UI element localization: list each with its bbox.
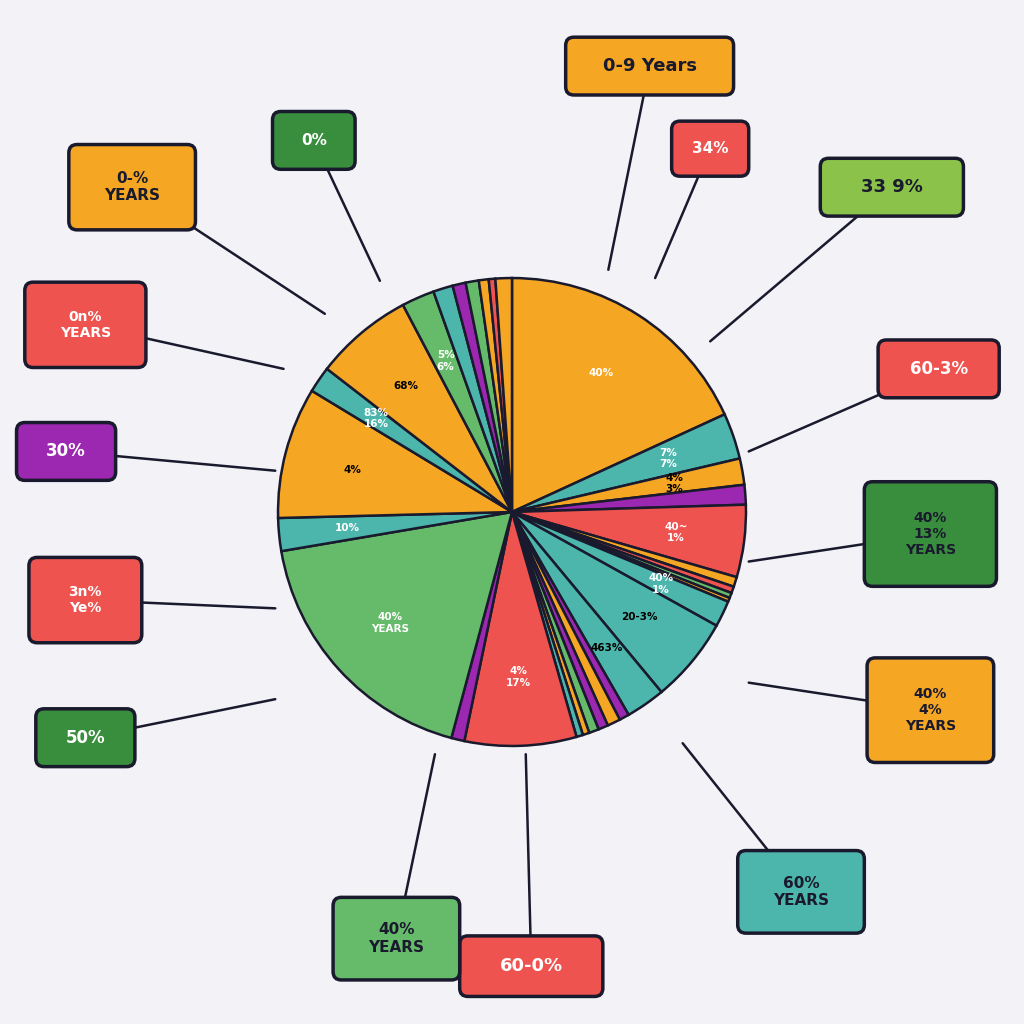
Wedge shape (512, 512, 589, 735)
Wedge shape (512, 512, 620, 725)
FancyBboxPatch shape (879, 340, 999, 397)
FancyBboxPatch shape (867, 657, 993, 763)
Wedge shape (512, 512, 717, 692)
FancyBboxPatch shape (29, 557, 141, 643)
Wedge shape (464, 512, 577, 745)
Wedge shape (512, 512, 629, 720)
Wedge shape (512, 279, 725, 512)
Text: 83%
16%: 83% 16% (364, 408, 388, 429)
Text: 40%: 40% (589, 368, 613, 378)
Wedge shape (282, 512, 512, 738)
Text: 30%: 30% (46, 442, 86, 461)
Text: 40%
YEARS: 40% YEARS (369, 923, 424, 954)
Wedge shape (512, 512, 734, 593)
FancyBboxPatch shape (16, 423, 116, 480)
FancyBboxPatch shape (864, 481, 996, 587)
Wedge shape (512, 484, 745, 512)
Wedge shape (512, 512, 731, 598)
Text: 20-3%: 20-3% (621, 612, 657, 623)
Text: 5%
6%: 5% 6% (437, 350, 455, 372)
Wedge shape (453, 283, 512, 512)
Text: 40%
13%
YEARS: 40% 13% YEARS (905, 511, 956, 557)
FancyBboxPatch shape (737, 851, 864, 933)
Wedge shape (512, 512, 662, 715)
Wedge shape (466, 281, 512, 512)
Text: 4%: 4% (343, 465, 361, 475)
Text: 0n%
YEARS: 0n% YEARS (59, 309, 111, 340)
FancyBboxPatch shape (25, 283, 145, 368)
Wedge shape (512, 512, 599, 733)
Wedge shape (512, 512, 583, 737)
FancyBboxPatch shape (333, 897, 460, 980)
Text: 60%
YEARS: 60% YEARS (773, 876, 829, 908)
Wedge shape (433, 286, 512, 512)
FancyBboxPatch shape (672, 121, 749, 176)
Wedge shape (512, 512, 728, 626)
FancyBboxPatch shape (460, 936, 603, 996)
Wedge shape (512, 512, 729, 602)
Wedge shape (512, 459, 744, 512)
Text: 40~
1%: 40~ 1% (665, 522, 687, 544)
Text: 3n%
Ye%: 3n% Ye% (69, 585, 102, 615)
Text: 68%: 68% (393, 381, 418, 390)
Text: 60-3%: 60-3% (909, 359, 968, 378)
Wedge shape (327, 305, 512, 512)
Wedge shape (488, 279, 512, 512)
Wedge shape (403, 292, 512, 512)
FancyBboxPatch shape (272, 112, 355, 169)
Text: 4%
17%: 4% 17% (506, 667, 530, 688)
Text: 34%: 34% (692, 141, 728, 157)
Text: 33 9%: 33 9% (861, 178, 923, 197)
Text: 10%: 10% (335, 523, 360, 532)
Text: 40%
4%
YEARS: 40% 4% YEARS (905, 687, 956, 733)
Text: 60-0%: 60-0% (500, 957, 563, 975)
Wedge shape (452, 512, 512, 741)
Text: 0%: 0% (301, 133, 327, 147)
Wedge shape (479, 280, 512, 512)
Text: 463%: 463% (590, 643, 623, 652)
Wedge shape (279, 391, 512, 518)
Text: 7%
7%: 7% 7% (659, 447, 677, 469)
FancyBboxPatch shape (36, 709, 135, 767)
Text: 0-%
YEARS: 0-% YEARS (104, 171, 160, 204)
Text: 0-9 Years: 0-9 Years (603, 57, 696, 75)
FancyBboxPatch shape (69, 144, 196, 229)
Wedge shape (279, 512, 512, 551)
FancyBboxPatch shape (565, 37, 733, 95)
Wedge shape (496, 279, 512, 512)
Text: 40%
YEARS: 40% YEARS (371, 612, 409, 634)
Wedge shape (512, 512, 608, 729)
Text: 4%
3%: 4% 3% (666, 473, 684, 495)
Wedge shape (312, 369, 512, 512)
Text: 40%
1%: 40% 1% (648, 573, 673, 595)
Wedge shape (512, 505, 745, 578)
Text: 50%: 50% (66, 729, 105, 746)
Wedge shape (512, 512, 736, 587)
FancyBboxPatch shape (820, 159, 964, 216)
Wedge shape (512, 415, 739, 512)
